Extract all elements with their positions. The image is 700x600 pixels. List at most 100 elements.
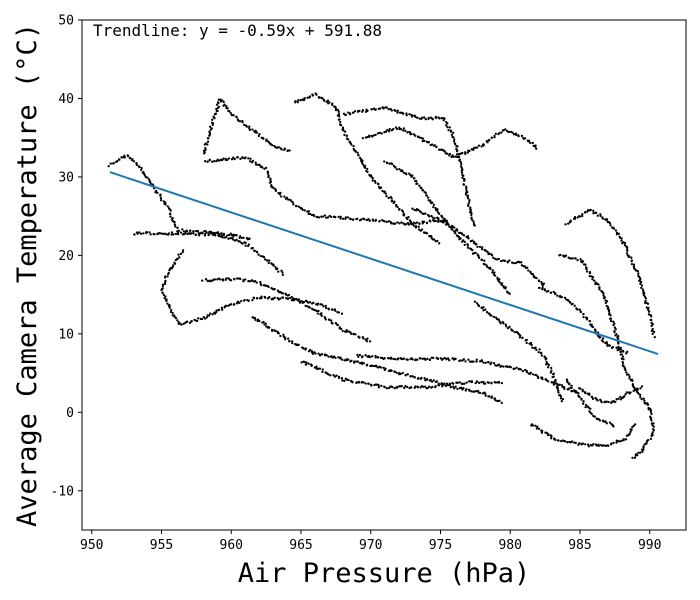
data-point [602, 292, 605, 295]
data-point [324, 306, 328, 310]
data-point [471, 239, 474, 242]
data-point [483, 382, 487, 385]
data-point [258, 319, 261, 323]
data-point [185, 230, 189, 233]
data-point [506, 261, 509, 264]
data-point [644, 299, 647, 303]
data-point [525, 341, 528, 345]
data-point [281, 273, 284, 277]
data-point [428, 358, 432, 361]
data-point [594, 282, 597, 286]
data-point [257, 134, 260, 138]
data-point [133, 233, 136, 236]
data-point [531, 273, 535, 276]
data-point [201, 279, 204, 282]
data-point [424, 191, 427, 195]
x-tick-label: 990 [638, 538, 661, 553]
data-point [305, 361, 308, 364]
data-point [229, 111, 232, 115]
data-point [595, 444, 598, 447]
data-point [166, 275, 169, 278]
data-point [489, 362, 492, 366]
data-point [639, 451, 642, 454]
data-point [339, 356, 342, 359]
data-point [318, 354, 322, 357]
data-point [274, 329, 277, 333]
data-point [251, 128, 254, 131]
data-point [405, 112, 408, 115]
data-point [446, 223, 449, 226]
data-point [534, 145, 537, 148]
data-point [229, 279, 233, 282]
data-point [244, 278, 247, 281]
data-point [475, 389, 478, 393]
x-tick-label: 965 [289, 538, 312, 553]
data-point [374, 356, 377, 359]
data-point [534, 424, 537, 427]
data-point [644, 297, 648, 300]
data-point [258, 163, 261, 166]
data-point [617, 341, 620, 345]
data-point [472, 360, 475, 363]
data-point [416, 358, 419, 361]
data-point [605, 300, 609, 303]
data-point [222, 233, 226, 237]
data-point [324, 304, 327, 308]
data-point [584, 405, 587, 409]
data-point [532, 144, 535, 148]
data-point [230, 158, 234, 161]
data-point [410, 386, 413, 389]
data-point [360, 161, 364, 164]
data-point [267, 261, 270, 265]
data-point [163, 296, 166, 300]
data-point [159, 199, 163, 202]
data-point [291, 341, 294, 345]
data-point [340, 377, 344, 380]
data-point [460, 163, 463, 166]
data-point [414, 179, 417, 183]
data-point [328, 101, 331, 104]
data-point [146, 176, 149, 179]
data-point [396, 205, 399, 209]
data-point [456, 229, 459, 232]
data-point [621, 362, 625, 365]
data-point [239, 157, 242, 161]
data-point [557, 391, 560, 394]
data-point [235, 234, 238, 237]
data-point [411, 375, 414, 378]
data-point [646, 403, 650, 406]
data-point [227, 233, 231, 237]
data-point [615, 441, 618, 444]
data-point [393, 387, 396, 390]
data-point [290, 295, 294, 299]
data-point [529, 141, 532, 145]
data-point [383, 385, 386, 389]
data-point [301, 301, 304, 305]
data-point [263, 167, 266, 170]
data-point [650, 434, 653, 438]
data-point [362, 381, 365, 384]
data-point [390, 369, 393, 372]
y-tick-label: -10 [51, 484, 74, 499]
data-point [163, 276, 167, 279]
data-point [417, 228, 421, 231]
data-point [382, 366, 385, 369]
data-point [225, 105, 228, 108]
data-point [463, 240, 466, 244]
data-point [358, 109, 361, 113]
data-point [601, 217, 605, 220]
data-point [181, 228, 184, 231]
data-point [418, 222, 421, 225]
data-point [371, 177, 374, 180]
data-point [294, 99, 297, 103]
data-point [637, 451, 640, 455]
data-point [330, 319, 333, 322]
data-point [430, 235, 433, 238]
data-point [581, 213, 584, 216]
data-point [361, 109, 365, 112]
data-point [208, 133, 212, 136]
data-point [390, 162, 394, 166]
data-point [492, 362, 496, 365]
data-point [586, 208, 590, 212]
data-point [587, 445, 590, 448]
